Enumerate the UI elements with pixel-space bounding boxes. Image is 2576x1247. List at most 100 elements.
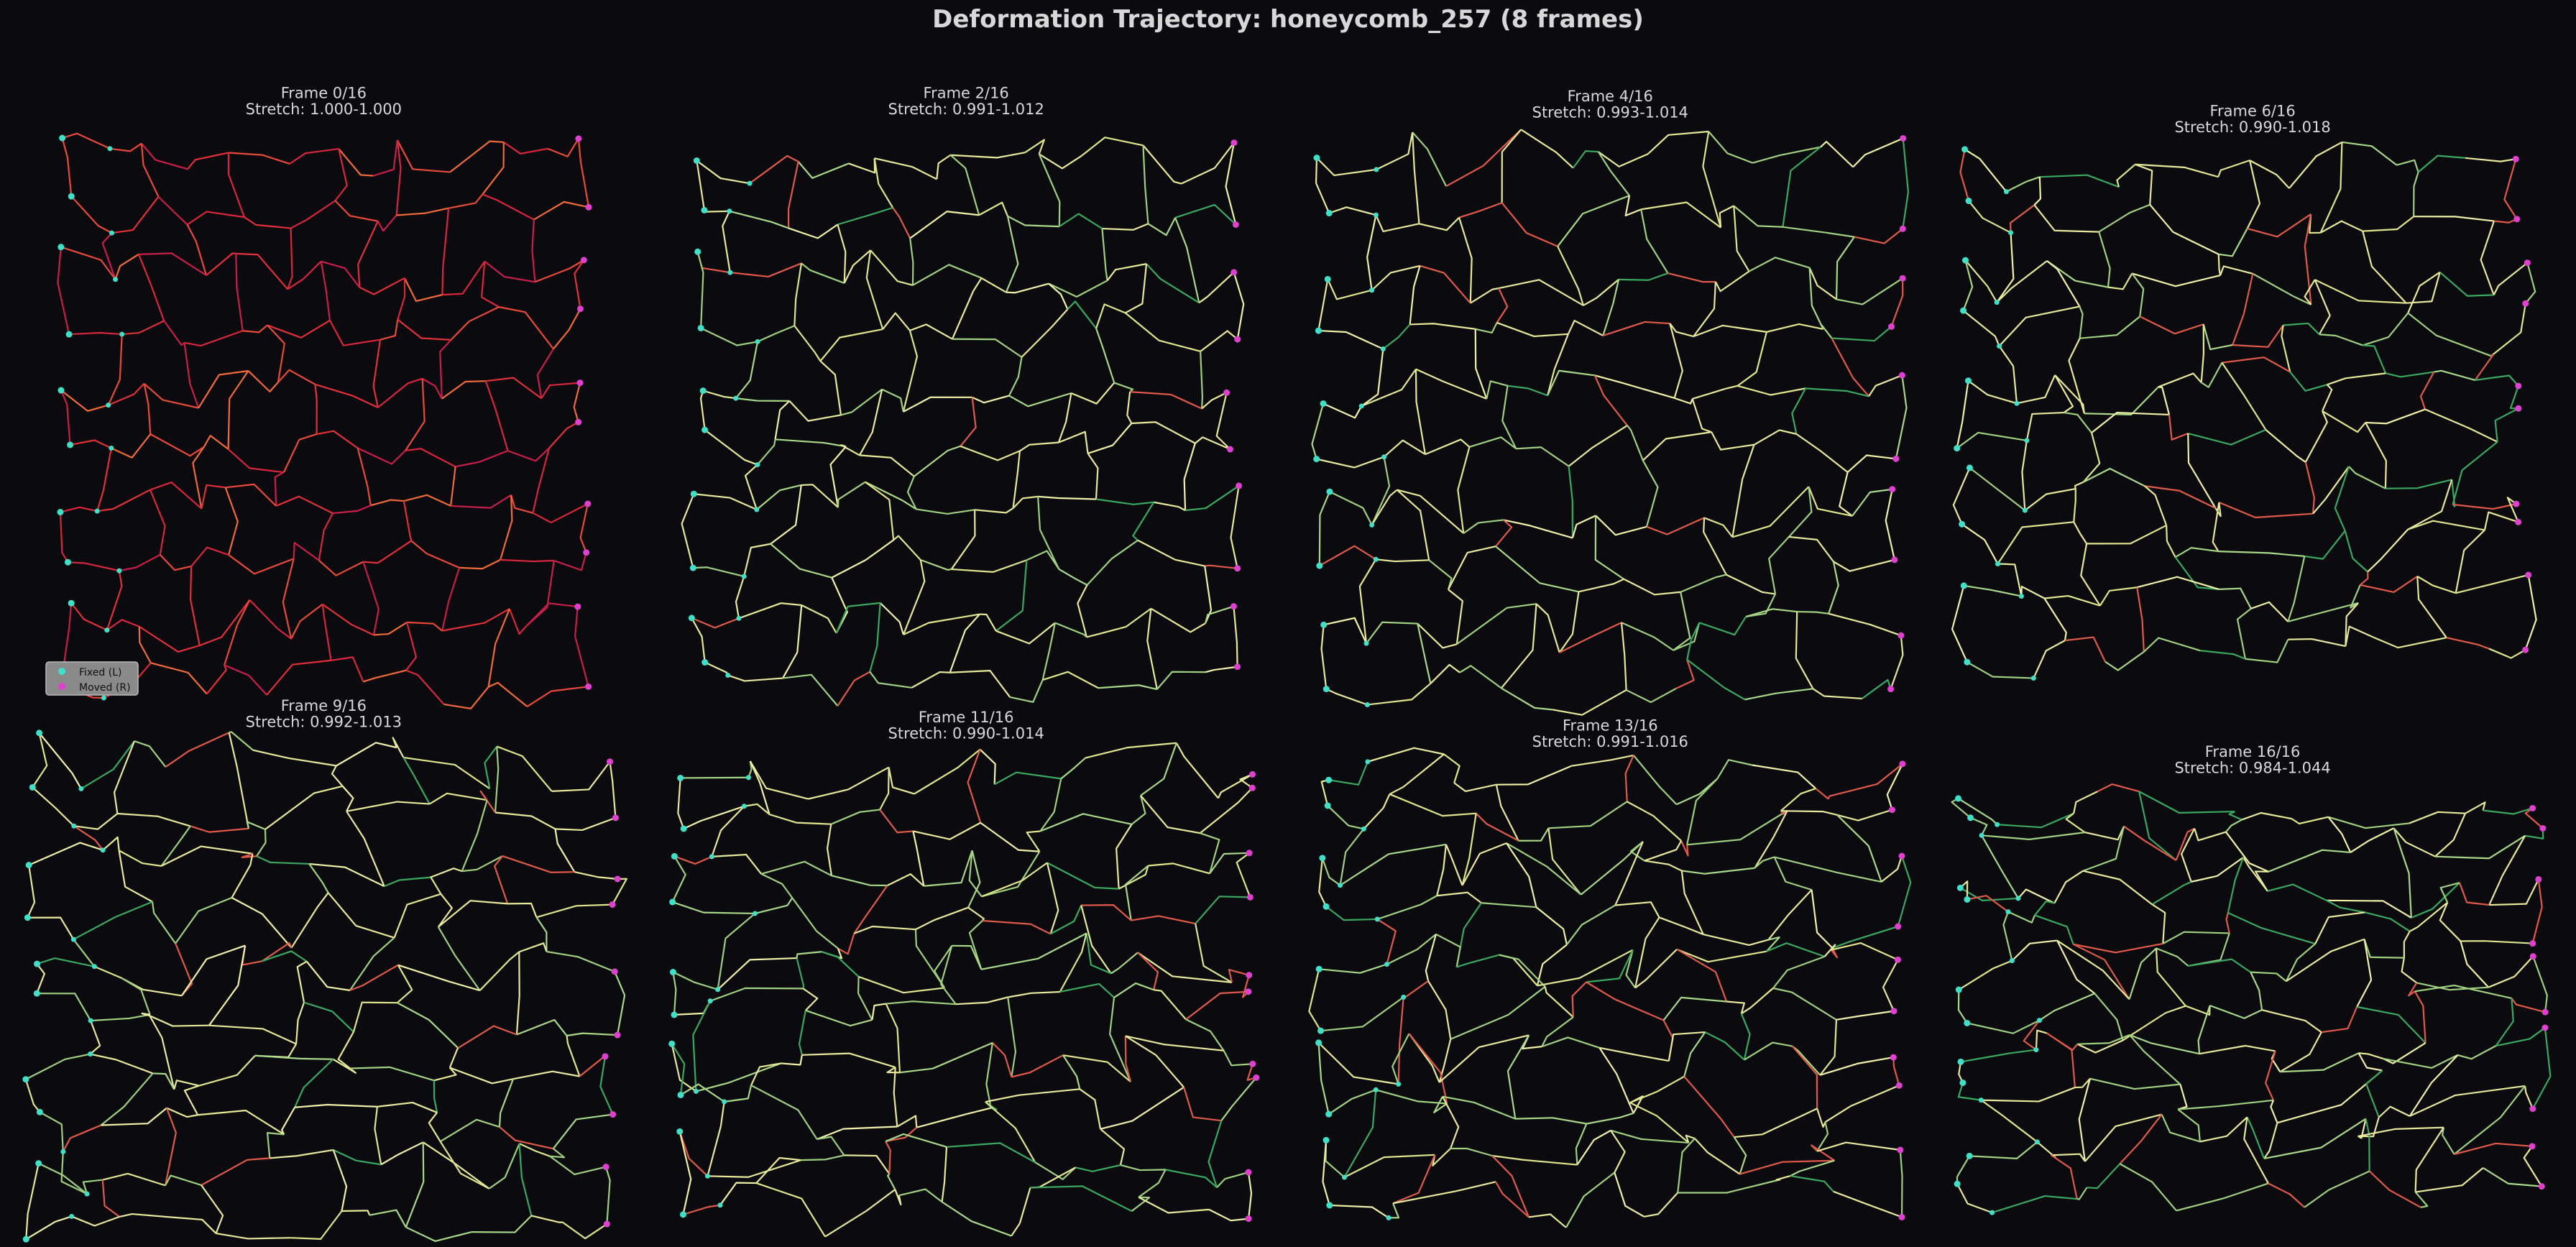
mesh-edge [1419,216,1460,231]
fixed-node [1964,1019,1971,1026]
mesh-edge [1319,545,1376,567]
mesh-edge [975,507,1014,514]
mesh-edge [1412,132,1420,224]
mesh-edge [488,1143,520,1190]
mesh-edge [1745,608,1798,617]
mesh-edge [1138,1196,1210,1214]
mesh-edge [1012,451,1021,509]
mesh-edge [508,608,528,635]
mesh-edge [2442,1127,2455,1155]
mesh-edge [1376,895,1438,920]
mesh-edge [1131,421,1196,444]
mesh-edge [1154,501,1186,512]
mesh-edge [2304,461,2315,514]
fixed-node [22,1236,29,1243]
mesh-edge [334,148,348,201]
mesh-edge [1726,1000,1745,1014]
mesh-edge [2089,1077,2181,1090]
mesh-edge [711,805,745,857]
mesh-edge [518,942,548,953]
mesh-edge [1059,213,1103,229]
fixed-node [1364,701,1370,707]
mesh-edge [794,263,803,326]
mesh-edge [985,1101,1036,1163]
mesh-edge [280,1107,296,1135]
mesh-edge [2232,273,2254,346]
mesh-edge [1147,217,1177,236]
mesh-edge [2345,602,2359,647]
mesh-edge [2135,163,2219,178]
mesh-edge [100,1072,154,1126]
mesh-edge [1011,1187,1031,1237]
mesh-edge [952,944,983,970]
mesh-edge [1895,375,1908,459]
mesh-edge [2393,827,2412,918]
mesh-edge [599,1056,614,1115]
fixed-node [2034,1139,2040,1145]
mesh-edge [1964,148,2007,193]
mesh-edge [924,850,973,887]
mesh-edge [393,893,441,939]
moved-node [2512,155,2519,162]
mesh-edge [372,139,398,177]
mesh-edge [500,494,513,561]
mesh-edge [315,383,379,408]
fixed-node [755,339,760,344]
mesh-edge [405,448,456,468]
legend-fixed-marker [58,668,65,675]
mesh-edge [270,1149,334,1159]
fixed-node [1954,445,1961,452]
mesh-edge [2005,176,2041,193]
mesh-edge [1567,319,1604,336]
fixed-node [1959,1080,1966,1087]
mesh-edge [1008,356,1023,397]
mesh-edge [1836,277,1903,305]
mesh-edge [2385,371,2434,378]
mesh-edge [696,252,704,328]
fixed-node [1326,488,1333,495]
mesh-edge [2225,831,2269,873]
mesh-edge [1358,558,1377,644]
mesh-edge [198,369,249,409]
mesh-edge [1739,1159,1835,1175]
mesh-edge [683,805,745,829]
mesh-edge [1081,904,1132,921]
mesh-edge [2434,369,2475,381]
moved-node [575,418,582,425]
mesh-edge [873,158,894,208]
mesh-edge [346,801,430,812]
mesh-edge [730,262,802,278]
fixed-node [1401,994,1407,1000]
mesh-edge [526,686,589,707]
mesh-edge [2416,575,2457,594]
mesh-edge [707,1101,725,1177]
mesh-edge [138,252,207,277]
mesh-edge [1958,960,2012,990]
mesh-edge [1008,990,1060,998]
mesh-edge [2483,807,2533,815]
mesh-edge [2407,520,2485,531]
mesh-edge [1599,1046,1670,1062]
mesh-edge [1142,144,1182,185]
mesh-edge [672,971,718,990]
mesh-edge [1011,1054,1064,1078]
mesh-edge [25,1215,72,1241]
fixed-node [722,1099,727,1105]
mesh-edge [972,395,1010,404]
mesh-edge [2056,940,2095,995]
moved-node [2513,216,2521,223]
mesh-edge [1575,1123,1588,1165]
mesh-edge [2348,466,2386,489]
mesh-edge [941,1201,1012,1237]
mesh-edge [915,906,969,931]
mesh-edge [61,137,73,197]
mesh-edge [2246,160,2261,229]
mesh-edge [397,964,480,992]
mesh-edge [396,139,451,173]
mesh-edge [2018,888,2055,904]
mesh-edge [2383,1054,2458,1069]
mesh-edge [743,543,771,577]
mesh-edge [1506,1034,1530,1119]
mesh-edge [1319,963,1387,974]
mesh-edge [885,1141,891,1174]
